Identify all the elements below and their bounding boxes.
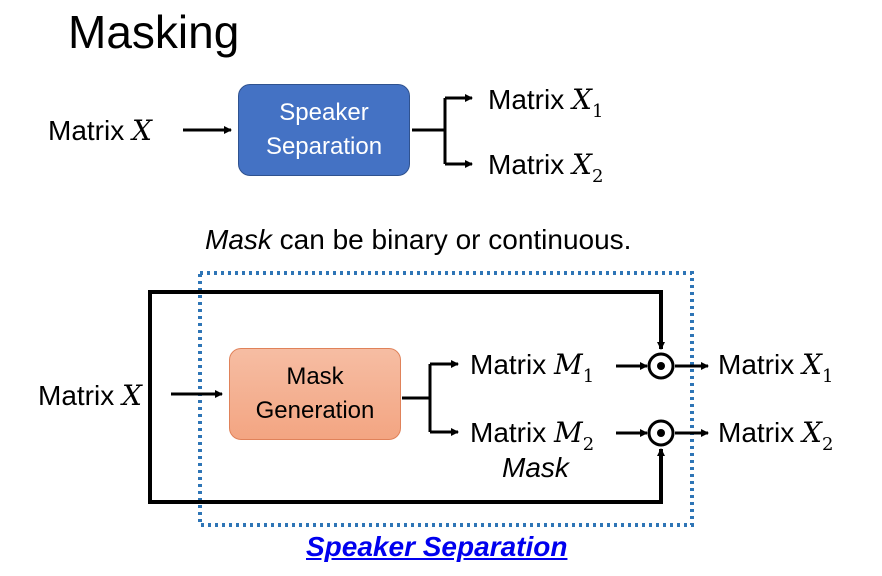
top-output1-label: Matrix X1 <box>488 82 603 130</box>
mask2-word: Matrix <box>470 417 547 448</box>
speaker-separation-line1: Speaker <box>279 99 369 126</box>
mask1-label: Matrix M1 <box>470 347 594 395</box>
top-input-word: Matrix <box>48 115 125 146</box>
mask-note: Mask can be binary or continuous. <box>205 222 631 258</box>
mask2-label: Matrix M2 <box>470 415 594 463</box>
mask1-var: M <box>554 348 583 381</box>
top-input-var: X <box>132 114 152 147</box>
mask-generation-line2: Generation <box>255 397 375 424</box>
bottom-output2-sub: 2 <box>821 434 834 455</box>
bottom-input-label: Matrix X <box>38 378 142 414</box>
bottom-output1-label: Matrix X1 <box>718 347 833 395</box>
bottom-input-word: Matrix <box>38 380 115 411</box>
speaker-separation-box: Speaker Separation <box>238 84 410 176</box>
bottom-output1-var: X <box>802 348 822 381</box>
mask2-sub: 2 <box>582 434 595 455</box>
speaker-separation-group-border <box>198 271 694 527</box>
mask1-sub: 1 <box>582 366 595 387</box>
bypass-path-top <box>148 290 665 394</box>
mask-note-rest: can be binary or continuous. <box>271 224 632 255</box>
page-title: Masking <box>68 6 240 58</box>
top-output2-var: X <box>572 148 592 181</box>
speaker-separation-link[interactable]: Speaker Separation <box>306 531 568 562</box>
bypass-path-bottom <box>148 394 665 504</box>
bottom-input-var: X <box>122 379 142 412</box>
top-input-label: Matrix X <box>48 113 152 149</box>
bottom-output2-label: Matrix X2 <box>718 415 833 463</box>
bottom-output1-sub: 1 <box>821 366 834 387</box>
multiply-operator-2 <box>647 419 675 447</box>
top-output2-label: Matrix X2 <box>488 147 603 195</box>
top-output1-sub: 1 <box>591 101 604 122</box>
mask-note-emphasis: Mask <box>205 224 272 255</box>
top-output1-var: X <box>572 83 592 116</box>
bottom-output2-var: X <box>802 416 822 449</box>
mask1-word: Matrix <box>470 349 547 380</box>
bottom-output1-word: Matrix <box>718 349 795 380</box>
top-output2-sub: 2 <box>591 166 604 187</box>
mask-generation-box: Mask Generation <box>229 348 401 440</box>
mask-caption: Mask <box>502 452 569 483</box>
top-output1-word: Matrix <box>488 84 565 115</box>
mask-generation-line1: Mask <box>286 363 344 390</box>
speaker-separation-line2: Separation <box>265 133 383 160</box>
multiply-operator-1 <box>647 352 675 380</box>
mask2-var: M <box>554 416 583 449</box>
top-output2-word: Matrix <box>488 149 565 180</box>
bottom-output2-word: Matrix <box>718 417 795 448</box>
